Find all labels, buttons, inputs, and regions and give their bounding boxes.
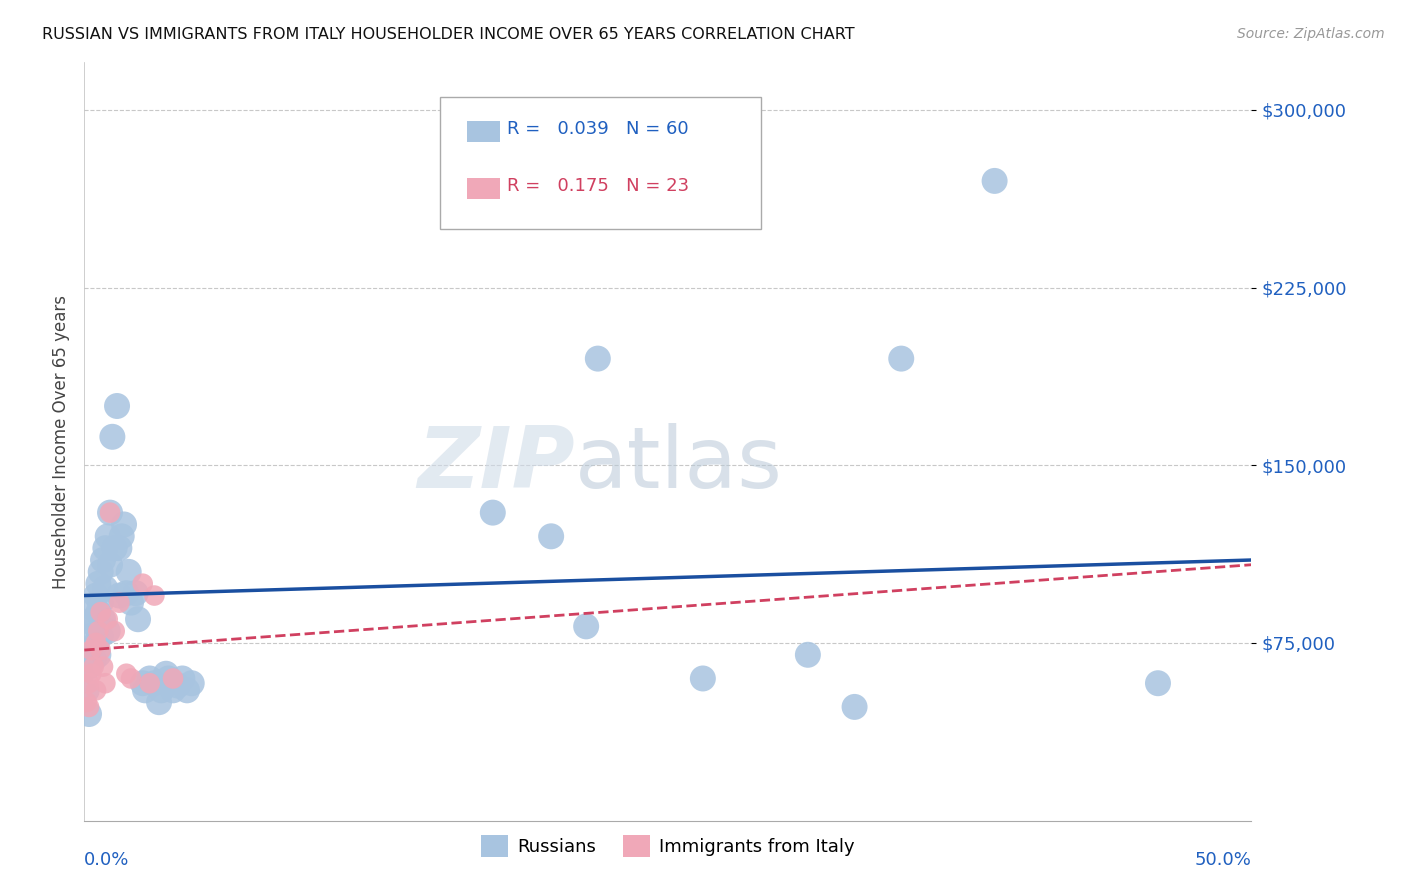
Point <box>983 174 1005 188</box>
Point <box>97 624 120 639</box>
Point <box>76 695 98 709</box>
Point <box>162 683 184 698</box>
Point <box>890 351 912 366</box>
Text: R =   0.175   N = 23: R = 0.175 N = 23 <box>506 177 689 195</box>
FancyBboxPatch shape <box>467 120 499 142</box>
Point <box>98 506 121 520</box>
Point <box>98 506 121 520</box>
Point <box>87 624 110 639</box>
Point <box>90 629 112 643</box>
Point <box>575 619 598 633</box>
Point <box>180 676 202 690</box>
Point <box>83 652 105 666</box>
Point <box>105 399 128 413</box>
Text: 50.0%: 50.0% <box>1195 851 1251 869</box>
Point <box>80 666 103 681</box>
Point <box>80 643 103 657</box>
Point <box>84 636 107 650</box>
Point <box>844 699 866 714</box>
Point <box>108 541 131 556</box>
Point <box>540 529 562 543</box>
Point <box>157 672 180 686</box>
Point <box>87 576 110 591</box>
Point <box>90 643 112 657</box>
Point <box>84 636 107 650</box>
Text: R =   0.039   N = 60: R = 0.039 N = 60 <box>506 120 689 138</box>
Point <box>132 576 155 591</box>
Point <box>80 643 103 657</box>
Point <box>797 648 820 662</box>
Point <box>94 582 117 596</box>
Point <box>84 683 107 698</box>
Point <box>80 600 103 615</box>
Point <box>97 612 120 626</box>
Point <box>162 672 184 686</box>
Point <box>101 430 124 444</box>
Point <box>112 517 135 532</box>
Point <box>83 659 105 673</box>
Point <box>90 605 112 619</box>
Text: ZIP: ZIP <box>416 423 575 506</box>
Point <box>104 541 127 556</box>
Point <box>155 666 177 681</box>
Point <box>108 596 131 610</box>
FancyBboxPatch shape <box>467 178 499 199</box>
Text: RUSSIAN VS IMMIGRANTS FROM ITALY HOUSEHOLDER INCOME OVER 65 YEARS CORRELATION CH: RUSSIAN VS IMMIGRANTS FROM ITALY HOUSEHO… <box>42 27 855 42</box>
Point <box>172 672 194 686</box>
Point <box>118 565 141 579</box>
Point <box>481 506 505 520</box>
Point <box>166 679 188 693</box>
Point <box>91 612 114 626</box>
Point <box>104 624 127 639</box>
Point <box>120 672 142 686</box>
Point <box>115 666 138 681</box>
Point <box>84 619 107 633</box>
Point <box>115 586 138 600</box>
Legend: Russians, Immigrants from Italy: Russians, Immigrants from Italy <box>474 828 862 864</box>
Point <box>127 612 149 626</box>
Point <box>120 596 142 610</box>
Text: Source: ZipAtlas.com: Source: ZipAtlas.com <box>1237 27 1385 41</box>
Point <box>125 586 148 600</box>
Point <box>111 529 134 543</box>
Point <box>1147 676 1170 690</box>
Point <box>134 683 156 698</box>
Point <box>143 676 166 690</box>
Point <box>87 648 110 662</box>
Point <box>586 351 609 366</box>
Point <box>138 676 160 690</box>
Point <box>90 596 112 610</box>
Point <box>90 565 112 579</box>
Point <box>87 605 110 619</box>
Point <box>83 612 105 626</box>
Point <box>132 676 155 690</box>
Point <box>176 683 198 698</box>
Point <box>150 683 173 698</box>
Point <box>91 659 114 673</box>
Point <box>91 553 114 567</box>
Text: atlas: atlas <box>575 423 783 506</box>
Point <box>138 672 160 686</box>
Point <box>94 541 117 556</box>
Text: 0.0%: 0.0% <box>84 851 129 869</box>
Point <box>692 672 714 686</box>
Point <box>98 558 121 572</box>
Point <box>97 529 120 543</box>
Point <box>84 589 107 603</box>
Y-axis label: Householder Income Over 65 years: Householder Income Over 65 years <box>52 294 70 589</box>
Point <box>94 676 117 690</box>
Point <box>108 589 131 603</box>
Point <box>80 629 103 643</box>
Point <box>77 699 100 714</box>
Point <box>77 706 100 721</box>
Point <box>143 589 166 603</box>
Point <box>77 676 100 690</box>
Point <box>148 695 170 709</box>
Point <box>76 683 98 698</box>
Point <box>77 659 100 673</box>
FancyBboxPatch shape <box>440 96 761 229</box>
